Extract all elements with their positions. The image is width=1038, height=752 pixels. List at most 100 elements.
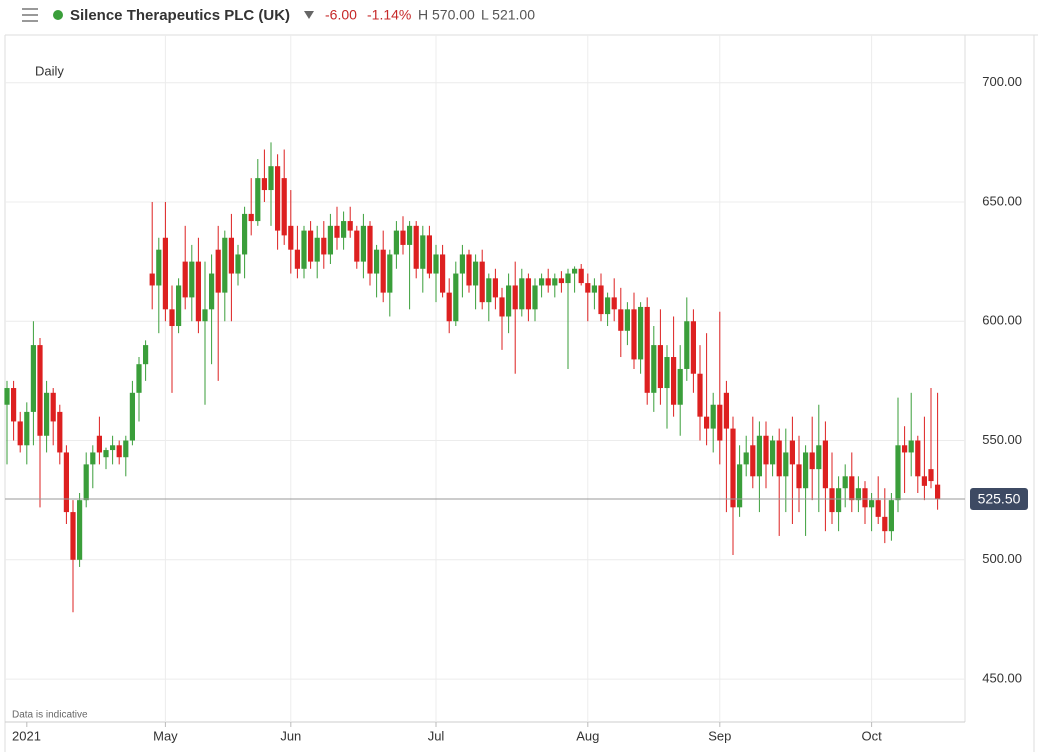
interval-label[interactable]: Daily bbox=[35, 63, 64, 78]
candle-body bbox=[902, 445, 908, 453]
candle-body bbox=[413, 225, 419, 269]
candle-body bbox=[426, 235, 432, 274]
menu-icon[interactable] bbox=[22, 8, 38, 22]
change: -6.00 bbox=[325, 7, 357, 23]
candle-body bbox=[723, 392, 729, 429]
candle-body bbox=[143, 345, 149, 365]
candle-body bbox=[248, 213, 254, 222]
candle-body bbox=[176, 285, 182, 327]
candle-body bbox=[644, 306, 650, 393]
candle-body bbox=[123, 440, 129, 458]
candle-body bbox=[433, 254, 439, 274]
y-tick-label: 700.00 bbox=[982, 74, 1022, 89]
candle-body bbox=[156, 249, 162, 286]
candle-body bbox=[77, 500, 83, 560]
last-price-badge bbox=[970, 487, 1028, 510]
candles bbox=[4, 142, 941, 613]
candle-body bbox=[842, 476, 848, 489]
candle-body bbox=[347, 221, 353, 231]
candle-body bbox=[611, 297, 617, 310]
candle-body bbox=[895, 445, 901, 501]
candle-body bbox=[215, 249, 221, 293]
candle-body bbox=[651, 345, 657, 393]
candle-body bbox=[717, 404, 723, 441]
overlay: 525.50 bbox=[5, 487, 1028, 510]
y-tick-label: 500.00 bbox=[982, 551, 1022, 566]
candle-body bbox=[888, 500, 894, 532]
candle-body bbox=[24, 411, 30, 446]
candle-body bbox=[4, 388, 10, 405]
candle-body bbox=[288, 225, 294, 250]
candle-body bbox=[327, 225, 333, 255]
candle-body bbox=[664, 357, 670, 389]
candle-body bbox=[935, 484, 941, 499]
candle-body bbox=[387, 254, 393, 293]
candle-body bbox=[697, 373, 703, 417]
note: Data is indicative bbox=[12, 710, 88, 721]
candle-body bbox=[796, 464, 802, 489]
candle-body bbox=[591, 285, 597, 293]
candle-body bbox=[321, 237, 327, 255]
candle-body bbox=[407, 225, 413, 245]
x-tick-label: Oct bbox=[861, 728, 882, 743]
candle-body bbox=[268, 166, 274, 191]
candle-body bbox=[341, 221, 347, 238]
y-tick-label: 450.00 bbox=[982, 671, 1022, 686]
candle-body bbox=[558, 278, 564, 284]
candle-body bbox=[605, 297, 611, 315]
candle-body bbox=[96, 435, 102, 453]
candle-body bbox=[770, 440, 776, 465]
candle-body bbox=[209, 273, 215, 310]
candle-body bbox=[816, 445, 822, 470]
candle-body bbox=[222, 237, 228, 293]
candle-body bbox=[90, 452, 96, 465]
candle-body bbox=[750, 445, 756, 477]
candle-body bbox=[44, 392, 50, 436]
candle-body bbox=[314, 237, 320, 262]
candle-body bbox=[255, 178, 261, 222]
candle-body bbox=[836, 488, 842, 513]
y-tick-label: 650.00 bbox=[982, 193, 1022, 208]
candle-body bbox=[631, 309, 637, 360]
candle-body bbox=[459, 254, 465, 274]
x-tick-label: Aug bbox=[576, 728, 599, 743]
candle-body bbox=[110, 445, 116, 451]
last-price-label: 525.50 bbox=[978, 491, 1021, 507]
candle-body bbox=[710, 404, 716, 429]
candle-body bbox=[50, 392, 56, 422]
candle-body bbox=[136, 364, 142, 393]
candle-body bbox=[11, 388, 17, 422]
candle-body bbox=[803, 452, 809, 489]
candle-body bbox=[855, 488, 861, 501]
candle-body bbox=[486, 278, 492, 303]
candle-body bbox=[638, 306, 644, 360]
candle-body bbox=[162, 237, 168, 310]
candle-body bbox=[116, 445, 122, 458]
candle-body bbox=[473, 261, 479, 286]
candle-body bbox=[869, 500, 875, 508]
candle-body bbox=[624, 309, 630, 331]
candle-body bbox=[169, 309, 175, 327]
dropdown-arrow[interactable] bbox=[304, 11, 314, 19]
candle-body bbox=[242, 213, 248, 255]
x-tick-label: 2021 bbox=[12, 728, 41, 743]
candle-body bbox=[492, 278, 498, 298]
candle-body bbox=[103, 450, 109, 458]
candle-body bbox=[275, 166, 281, 231]
candle-body bbox=[189, 261, 195, 298]
candle-body bbox=[354, 230, 360, 262]
candle-body bbox=[565, 273, 571, 284]
candle-body bbox=[129, 392, 135, 441]
x-tick-label: Sep bbox=[708, 728, 731, 743]
candle-body bbox=[671, 357, 677, 405]
candle-body bbox=[618, 309, 624, 331]
candle-body bbox=[380, 249, 386, 293]
candle-body bbox=[730, 428, 736, 508]
instrument-title[interactable]: Silence Therapeutics PLC (UK) bbox=[70, 7, 290, 24]
candle-body bbox=[228, 237, 234, 274]
candle-body bbox=[915, 440, 921, 477]
candle-body bbox=[684, 321, 690, 369]
candle-body bbox=[294, 249, 300, 269]
